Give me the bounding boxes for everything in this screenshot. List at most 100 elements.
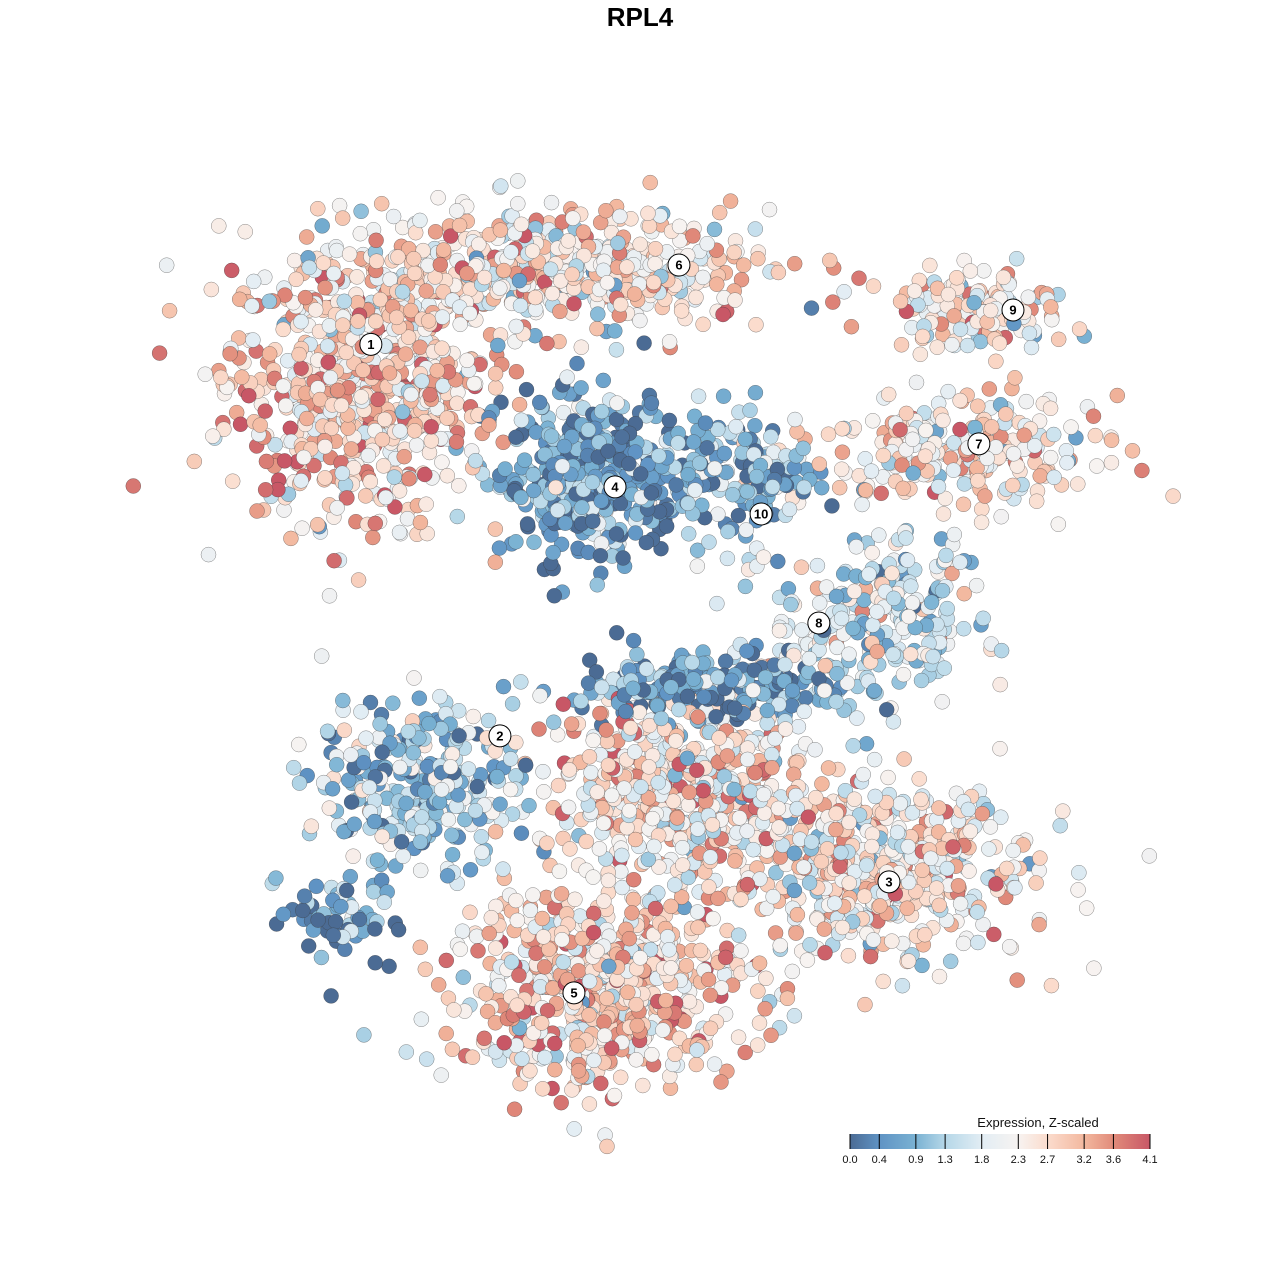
data-point bbox=[1071, 864, 1087, 881]
data-point bbox=[450, 703, 467, 719]
data-point bbox=[917, 448, 934, 464]
data-point bbox=[899, 552, 916, 568]
data-point bbox=[970, 934, 986, 951]
data-point bbox=[216, 421, 232, 437]
data-point bbox=[487, 380, 504, 396]
data-point bbox=[589, 784, 605, 800]
data-point bbox=[968, 577, 985, 594]
data-point bbox=[789, 800, 805, 817]
data-point bbox=[632, 950, 648, 966]
data-point bbox=[576, 247, 592, 264]
data-point bbox=[678, 957, 695, 974]
data-point bbox=[608, 342, 625, 358]
data-point bbox=[764, 759, 780, 776]
data-point bbox=[400, 329, 417, 345]
data-point bbox=[586, 1052, 602, 1069]
data-point bbox=[470, 943, 486, 959]
data-point bbox=[841, 646, 857, 662]
data-point bbox=[884, 933, 900, 949]
data-point bbox=[581, 749, 598, 765]
data-point bbox=[896, 751, 912, 767]
data-point bbox=[680, 466, 696, 483]
data-point bbox=[375, 458, 392, 474]
data-point bbox=[749, 1037, 766, 1053]
data-point bbox=[952, 895, 969, 912]
data-point bbox=[663, 679, 679, 695]
data-point bbox=[786, 1008, 803, 1024]
cluster-label-badge bbox=[1001, 298, 1025, 322]
data-point bbox=[381, 958, 397, 975]
data-point bbox=[439, 410, 455, 426]
data-point bbox=[367, 955, 383, 971]
data-point bbox=[314, 218, 330, 234]
data-point bbox=[241, 387, 257, 404]
data-point bbox=[935, 412, 951, 429]
data-point bbox=[608, 411, 625, 428]
data-point bbox=[649, 697, 666, 714]
data-point bbox=[751, 1015, 768, 1031]
cluster-label-text: 7 bbox=[975, 436, 982, 451]
data-point bbox=[641, 717, 658, 734]
data-point bbox=[282, 420, 299, 437]
data-point bbox=[628, 1052, 644, 1068]
data-point bbox=[796, 703, 812, 720]
data-point bbox=[643, 395, 660, 411]
data-point bbox=[1087, 427, 1104, 444]
data-point bbox=[1109, 387, 1126, 404]
data-point bbox=[503, 244, 519, 260]
legend-tick-label: 3.2 bbox=[1076, 1154, 1091, 1166]
data-point bbox=[566, 295, 582, 312]
data-point bbox=[553, 886, 570, 902]
data-point bbox=[400, 723, 417, 740]
data-point bbox=[570, 1063, 587, 1079]
data-point bbox=[329, 500, 345, 516]
data-point bbox=[517, 757, 534, 773]
data-point bbox=[977, 488, 993, 504]
data-point bbox=[592, 705, 608, 722]
data-point bbox=[795, 859, 812, 875]
data-point bbox=[640, 205, 656, 222]
data-point bbox=[451, 217, 468, 234]
data-point bbox=[353, 704, 369, 720]
data-point bbox=[503, 954, 520, 970]
data-point bbox=[988, 353, 1004, 370]
data-point bbox=[862, 948, 879, 965]
data-point bbox=[663, 960, 679, 976]
data-point bbox=[636, 335, 652, 351]
data-point bbox=[904, 595, 921, 611]
data-point bbox=[278, 397, 294, 414]
data-point bbox=[929, 339, 945, 355]
data-point bbox=[983, 419, 1000, 435]
data-point bbox=[691, 455, 708, 471]
data-point bbox=[643, 485, 660, 501]
data-point bbox=[438, 1025, 454, 1042]
data-point bbox=[313, 949, 330, 966]
data-point bbox=[730, 927, 747, 943]
data-point bbox=[575, 224, 592, 240]
data-point bbox=[427, 224, 444, 240]
data-point bbox=[355, 362, 371, 378]
data-point bbox=[680, 526, 697, 542]
data-point bbox=[647, 900, 664, 917]
data-point bbox=[956, 476, 973, 492]
data-point bbox=[992, 740, 1008, 757]
cluster-label-6: 6 bbox=[667, 253, 691, 277]
data-point bbox=[464, 1049, 481, 1065]
data-point bbox=[875, 973, 891, 990]
data-point bbox=[787, 411, 803, 428]
data-point bbox=[923, 594, 940, 610]
data-point bbox=[784, 682, 801, 699]
data-point bbox=[793, 559, 810, 575]
data-point bbox=[931, 897, 947, 914]
cluster-label-text: 9 bbox=[1009, 303, 1016, 318]
data-point bbox=[711, 730, 727, 746]
data-point bbox=[779, 990, 796, 1007]
data-point bbox=[801, 875, 818, 891]
cluster-label-text: 10 bbox=[754, 506, 768, 521]
data-point bbox=[554, 931, 570, 948]
data-point bbox=[598, 202, 614, 219]
data-point bbox=[534, 910, 551, 927]
data-point bbox=[829, 639, 845, 656]
data-point bbox=[386, 469, 403, 485]
data-point bbox=[581, 652, 598, 668]
